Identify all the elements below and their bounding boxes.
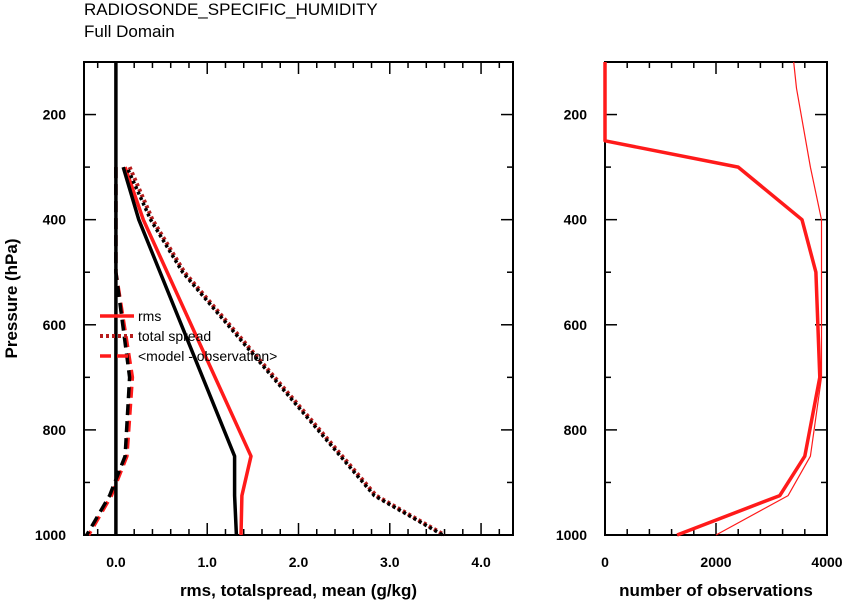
x-tick-label: 3.0 xyxy=(380,554,400,570)
x-axis-label: number of observations xyxy=(619,581,813,600)
y-tick-label: 1000 xyxy=(556,527,587,543)
chart-title: RADIOSONDE_SPECIFIC_HUMIDITY xyxy=(84,0,378,19)
series-line-observations-used xyxy=(603,62,822,537)
series-line--model-observation- xyxy=(87,167,135,536)
x-tick-label: 0.0 xyxy=(106,554,126,570)
y-tick-label: 200 xyxy=(564,107,588,123)
y-tick-label: 400 xyxy=(43,212,67,228)
series-line-total-spread xyxy=(125,166,444,537)
x-tick-label: 2.0 xyxy=(289,554,309,570)
y-tick-label: 600 xyxy=(43,317,67,333)
series-line--model-observation- xyxy=(85,167,132,536)
y-tick-label: 800 xyxy=(564,422,588,438)
series-line-rms xyxy=(123,166,253,536)
legend: rms total spread <model - observation> xyxy=(100,308,277,364)
x-tick-label: 4000 xyxy=(811,554,842,570)
legend-entry: <model - observation> xyxy=(138,348,277,364)
x-tick-label: 4.0 xyxy=(471,554,491,570)
plot-frame xyxy=(83,61,514,536)
plot-2: 200 400 600 800 1000 0 2000 4000 number of obser… xyxy=(556,61,843,600)
x-tick-label: 0 xyxy=(601,554,609,570)
legend-entry: rms xyxy=(138,308,161,324)
y-tick-label: 800 xyxy=(43,422,67,438)
legend-entry: total spread xyxy=(138,328,211,344)
y-tick-label: 400 xyxy=(564,212,588,228)
y-axis-label: Pressure (hPa) xyxy=(2,239,21,359)
x-axis-label: rms, totalspread, mean (g/kg) xyxy=(180,581,417,600)
plot-frame xyxy=(604,61,828,536)
y-tick-label: 200 xyxy=(43,107,67,123)
y-tick-label: 600 xyxy=(564,317,588,333)
series-line-rms xyxy=(121,166,239,536)
x-tick-label: 1.0 xyxy=(197,554,217,570)
series-line-observations-possible xyxy=(715,61,823,536)
chart-subtitle: Full Domain xyxy=(84,22,175,41)
y-tick-label: 1000 xyxy=(35,527,66,543)
plot-1: 200 400 600 800 1000 0.0 1.0 2.0 3.0 4.0 rms, tota… xyxy=(2,61,514,600)
x-tick-label: 2000 xyxy=(700,554,731,570)
